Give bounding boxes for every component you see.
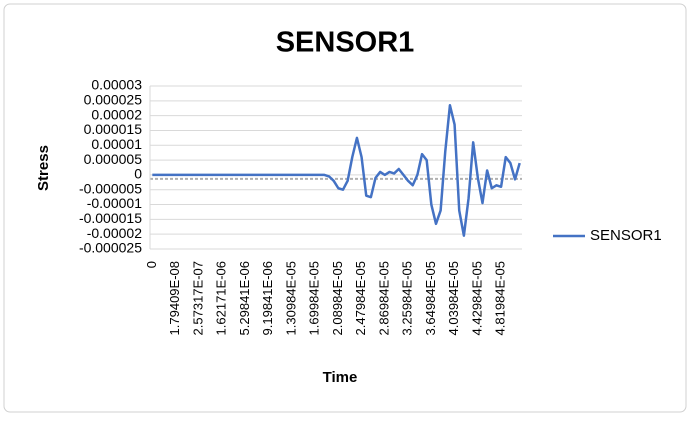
y-tick-label: -0.00002 xyxy=(87,225,142,241)
x-tick-label: 4.42984E-05 xyxy=(469,261,484,335)
x-tick-label: 4.03984E-05 xyxy=(446,261,461,335)
y-tick-label: 0 xyxy=(134,166,142,182)
x-tick-label: 0 xyxy=(144,261,159,268)
x-tick-label: 9.19841E-06 xyxy=(260,261,275,335)
x-tick-label: 1.69984E-05 xyxy=(307,261,322,335)
x-tick-label: 3.64984E-05 xyxy=(423,261,438,335)
legend-label: SENSOR1 xyxy=(590,227,662,244)
y-tick-label: 0.000015 xyxy=(84,121,143,137)
chart-title: SENSOR1 xyxy=(276,27,415,59)
x-tick-label: 2.08984E-05 xyxy=(330,261,345,335)
series-line xyxy=(152,104,521,237)
y-tick-label: 0.00001 xyxy=(91,136,142,152)
x-axis-label: Time xyxy=(323,369,358,386)
y-axis-label: Stress xyxy=(35,145,52,191)
x-tick-label: 1.30984E-05 xyxy=(283,261,298,335)
x-tick-label: 2.47984E-05 xyxy=(353,261,368,335)
x-tick-label: 3.25984E-05 xyxy=(400,261,415,335)
y-tick-label: -0.000025 xyxy=(79,240,142,256)
x-tick-label: 2.57317E-07 xyxy=(190,261,205,335)
x-tick-label: 5.29841E-06 xyxy=(237,261,252,335)
y-tick-label: 0.000005 xyxy=(84,151,143,167)
y-tick-label: -0.000015 xyxy=(79,210,142,226)
x-tick-label: 1.79409E-08 xyxy=(167,261,182,335)
x-tick-label: 2.86984E-05 xyxy=(376,261,391,335)
x-tick-label: 1.62171E-06 xyxy=(214,261,229,335)
y-tick-label: -0.000005 xyxy=(79,180,142,196)
y-tick-label: -0.00001 xyxy=(87,195,142,211)
chart-border xyxy=(3,3,687,413)
y-tick-label: 0.00002 xyxy=(91,106,142,122)
x-tick-label: 4.81984E-05 xyxy=(493,261,508,335)
y-tick-label: 0.000025 xyxy=(84,92,143,108)
y-tick-label: 0.00003 xyxy=(91,77,142,93)
